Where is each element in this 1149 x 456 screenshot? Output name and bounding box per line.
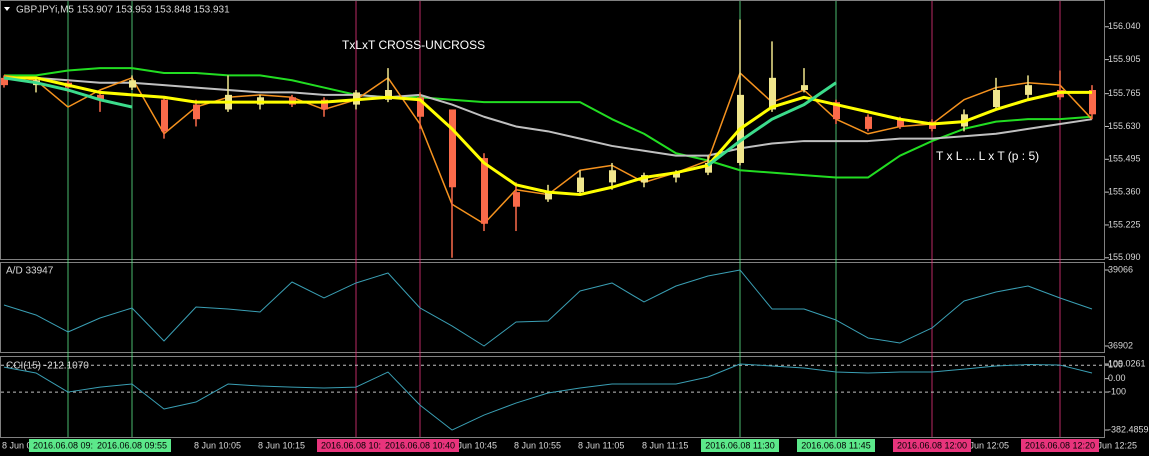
y-tick-label: 156.040 — [1108, 21, 1141, 31]
indicator-line — [3, 76, 133, 109]
x-tick-label: 8 Jun 09:35 — [2, 440, 49, 450]
vertical-line-label-box — [797, 439, 875, 452]
vertical-line-label-box — [93, 439, 171, 452]
indicator-line — [707, 81, 837, 167]
x-tick-label: 8 Jun 11:15 — [642, 440, 688, 450]
candle-body — [321, 99, 328, 110]
candle-body — [577, 177, 584, 193]
candle-body — [705, 162, 712, 173]
cci-panel-frame — [0, 356, 1105, 438]
chart-title: GBPJPYi,M5 153.907 153.953 153.848 153.9… — [16, 5, 230, 16]
indicator-line — [4, 67, 1093, 179]
indicator-line — [3, 363, 1093, 431]
vertical-line-label-box — [893, 439, 971, 452]
vertical-line-label: 2016.06.08 10:30 — [321, 440, 391, 450]
y-tick-label: 100 — [1108, 360, 1123, 370]
y-tick-label: 155.360 — [1108, 187, 1141, 197]
y-tick-label: 39066 — [1108, 264, 1133, 274]
candle-body — [385, 89, 392, 100]
x-tick-label: 8 Jun 10:45 — [450, 440, 497, 450]
candle-body — [545, 192, 552, 200]
candle-body — [417, 97, 424, 117]
x-tick-label: 8 Jun 10:55 — [514, 440, 561, 450]
x-tick-label: 8 Jun 10:05 — [194, 440, 241, 450]
annotation: T x L ... L x T (p : 5) — [936, 149, 1039, 163]
annotation: TxLxT CROSS-UNCROSS — [342, 38, 485, 52]
candle-body — [673, 172, 680, 178]
vertical-line-label-box — [381, 439, 459, 452]
candle-body — [993, 89, 1000, 108]
candle-body — [801, 85, 808, 90]
candle-body — [897, 119, 904, 127]
x-tick-label: 8 Jun 10:15 — [258, 440, 305, 450]
vertical-line-label: 2016.06.08 10:40 — [385, 440, 455, 450]
y-tick-label: 155.765 — [1108, 88, 1141, 98]
candle-body — [161, 99, 168, 132]
y-tick-label: -100 — [1108, 386, 1126, 396]
vertical-line-label: 2016.06.08 09:45 — [33, 440, 103, 450]
x-tick-label: 8 Jun 12:25 — [1090, 440, 1137, 450]
candle-body — [1, 77, 8, 86]
y-tick-label: 0.00 — [1108, 373, 1126, 383]
y-tick-label: -382.4859 — [1108, 424, 1149, 434]
vertical-line-label: 2016.06.08 12:00 — [897, 440, 967, 450]
indicator-line — [3, 269, 1093, 347]
candle-body — [1025, 85, 1032, 95]
y-tick-label: 155.090 — [1108, 252, 1141, 262]
y-tick-label: 155.225 — [1108, 219, 1141, 229]
candle-body — [609, 170, 616, 183]
candle-body — [193, 104, 200, 120]
indicator-line — [4, 76, 1092, 197]
candle-body — [97, 94, 104, 100]
x-tick-label: 8 Jun 12:05 — [962, 440, 1009, 450]
x-tick-label: 8 Jun 11:05 — [578, 440, 624, 450]
y-tick-label: 36902 — [1108, 340, 1133, 350]
y-tick-label: 155.905 — [1108, 54, 1141, 64]
indicator-line — [4, 76, 1093, 157]
ad-panel-frame — [0, 262, 1105, 353]
candle-body — [129, 80, 136, 88]
panel-title: CCI(15) -212.1070 — [6, 361, 89, 372]
vertical-line-label: 2016.06.08 11:30 — [705, 440, 774, 450]
menu-triangle — [4, 7, 10, 11]
vertical-line-label: 2016.06.08 09:55 — [97, 440, 167, 450]
candle-body — [769, 77, 776, 110]
candle-body — [1089, 89, 1096, 115]
vertical-line-label-box — [317, 439, 395, 452]
vertical-line-label-box — [1021, 439, 1099, 452]
candle-body — [865, 116, 872, 129]
candle-body — [833, 102, 840, 120]
y-tick-label: 109.0261 — [1108, 358, 1146, 368]
candle-body — [513, 192, 520, 207]
vertical-line-label: 2016.06.08 12:20 — [1025, 440, 1095, 450]
panel-title: A/D 33947 — [6, 266, 54, 277]
y-tick-label: 155.495 — [1108, 154, 1141, 164]
vertical-line-label-box — [29, 439, 107, 452]
vertical-line-label-box — [701, 439, 779, 452]
main-panel-frame — [0, 0, 1105, 260]
candle-body — [449, 109, 456, 188]
candle-body — [481, 158, 488, 224]
y-tick-label: 155.630 — [1108, 121, 1141, 131]
vertical-line-label: 2016.06.08 11:45 — [801, 440, 870, 450]
